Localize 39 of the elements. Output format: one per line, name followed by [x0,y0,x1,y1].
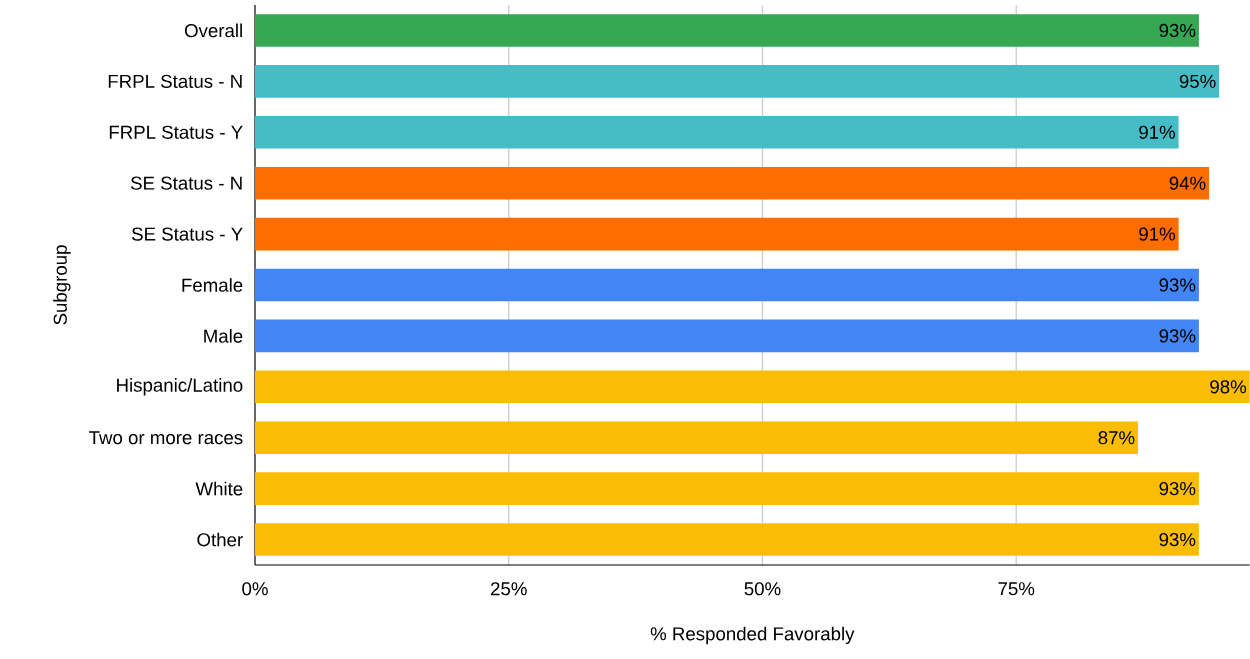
y-tick-label: SE Status - Y [132,227,243,241]
bar [255,166,1210,200]
data-label: 93% [1159,329,1196,343]
y-tick-label: Two or more races [89,431,243,445]
bar [255,421,1139,455]
x-axis-title: % Responded Favorably [650,626,855,645]
data-label: 95% [1179,74,1216,88]
bar [255,268,1199,302]
data-label: 93% [1159,532,1196,547]
x-tick-label: 0% [242,582,268,596]
bar [255,65,1220,98]
x-tick-label: 75% [998,582,1035,596]
data-label: 93% [1159,482,1196,496]
data-label: 94% [1169,176,1206,190]
y-tick-label: SE Status - N [130,176,242,190]
y-axis-title: Subgroup [53,245,71,325]
bar [255,14,1199,47]
bar [255,319,1199,353]
bar [255,115,1179,149]
y-tick-label: FRPL Status - N [108,74,242,88]
x-tick-label: 50% [744,582,781,596]
y-tick-label: Hispanic/Latino [117,378,243,396]
bar [255,370,1250,404]
bar [255,472,1199,505]
y-tick-label: White [195,481,243,496]
data-label: 98% [1210,380,1247,394]
data-label: 93% [1159,278,1196,292]
y-tick-label: Male [204,329,243,343]
y-tick-label: Overall [184,23,242,38]
data-label: 91% [1139,227,1176,241]
y-tick-label: Female [182,278,243,292]
data-label: 87% [1098,431,1135,445]
y-tick-label: FRPL Status - Y [109,125,243,139]
y-tick-label: Other [197,532,243,547]
x-tick-label: 25% [491,582,527,596]
data-label: 93% [1159,23,1196,38]
data-label: 91% [1139,125,1176,139]
bar [255,523,1199,556]
bar [255,217,1179,251]
